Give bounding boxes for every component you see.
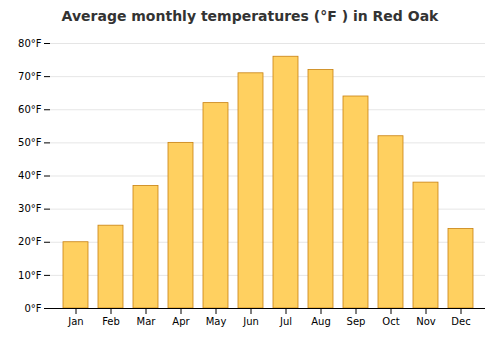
svg-text:Jun: Jun xyxy=(242,316,259,327)
svg-text:60°F: 60°F xyxy=(18,104,42,115)
svg-text:Apr: Apr xyxy=(172,316,190,327)
svg-text:Mar: Mar xyxy=(137,316,157,327)
svg-text:70°F: 70°F xyxy=(18,71,42,82)
svg-text:Nov: Nov xyxy=(416,316,436,327)
svg-text:Jul: Jul xyxy=(279,316,292,327)
svg-text:0°F: 0°F xyxy=(24,303,41,314)
svg-text:20°F: 20°F xyxy=(18,236,42,247)
svg-text:Dec: Dec xyxy=(451,316,470,327)
svg-text:Oct: Oct xyxy=(382,316,399,327)
svg-text:50°F: 50°F xyxy=(18,137,42,148)
html-text:Average monthly temperatures (: Average monthly temperatures (°F ) in Re… xyxy=(61,8,439,24)
svg-text:Feb: Feb xyxy=(102,316,120,327)
svg-text:May: May xyxy=(206,316,227,327)
svg-text:80°F: 80°F xyxy=(18,38,42,49)
svg-text:Aug: Aug xyxy=(311,316,331,327)
svg-text:Sep: Sep xyxy=(347,316,366,327)
svg-text:30°F: 30°F xyxy=(18,203,42,214)
svg-text:Jan: Jan xyxy=(67,316,83,327)
svg-text:10°F: 10°F xyxy=(18,270,42,281)
svg-text:40°F: 40°F xyxy=(18,170,42,181)
